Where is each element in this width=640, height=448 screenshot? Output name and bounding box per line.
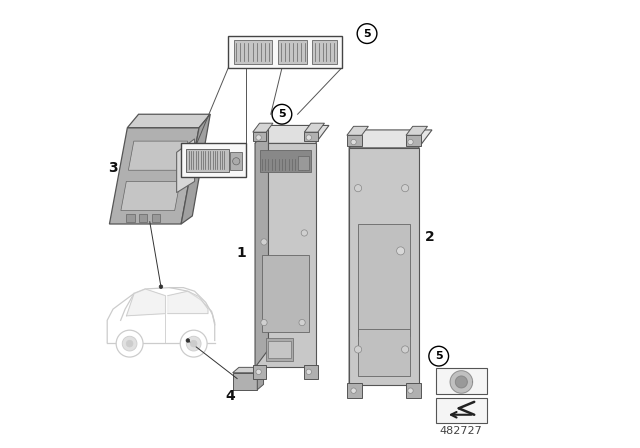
FancyBboxPatch shape (262, 255, 309, 332)
Polygon shape (255, 125, 269, 367)
Polygon shape (253, 365, 266, 379)
Polygon shape (450, 371, 472, 393)
FancyBboxPatch shape (358, 329, 410, 376)
FancyBboxPatch shape (358, 224, 410, 336)
Circle shape (355, 185, 362, 192)
Circle shape (126, 340, 133, 347)
Circle shape (397, 247, 404, 255)
FancyBboxPatch shape (436, 397, 487, 423)
Polygon shape (233, 373, 257, 390)
Text: 5: 5 (364, 29, 371, 39)
Circle shape (357, 24, 377, 43)
Polygon shape (257, 367, 264, 390)
Circle shape (301, 230, 307, 236)
Circle shape (256, 369, 261, 375)
Text: 1: 1 (237, 246, 246, 260)
Circle shape (122, 336, 137, 351)
Polygon shape (305, 123, 324, 132)
Text: 482727: 482727 (440, 426, 483, 436)
Circle shape (306, 135, 312, 140)
Polygon shape (253, 123, 273, 132)
Circle shape (351, 388, 356, 393)
Circle shape (272, 104, 292, 124)
FancyBboxPatch shape (230, 152, 241, 170)
Polygon shape (406, 383, 421, 398)
Polygon shape (255, 143, 316, 367)
FancyBboxPatch shape (186, 149, 229, 172)
Circle shape (180, 330, 207, 357)
Text: 2: 2 (425, 230, 435, 245)
Text: 5: 5 (435, 351, 442, 361)
Polygon shape (347, 126, 369, 135)
Circle shape (186, 339, 189, 342)
Polygon shape (305, 365, 317, 379)
Polygon shape (177, 139, 195, 193)
Polygon shape (127, 289, 165, 316)
FancyBboxPatch shape (260, 150, 311, 172)
Circle shape (355, 346, 362, 353)
Circle shape (401, 185, 409, 192)
Polygon shape (456, 376, 467, 388)
Polygon shape (349, 130, 432, 148)
Polygon shape (406, 126, 428, 135)
Circle shape (261, 319, 267, 326)
Polygon shape (347, 383, 362, 398)
Polygon shape (121, 181, 180, 211)
Text: 3: 3 (108, 161, 118, 175)
Polygon shape (347, 135, 362, 146)
Polygon shape (305, 132, 317, 141)
Polygon shape (109, 128, 199, 224)
FancyBboxPatch shape (228, 36, 342, 68)
FancyBboxPatch shape (278, 40, 307, 64)
FancyBboxPatch shape (152, 214, 159, 222)
Circle shape (408, 388, 413, 393)
Polygon shape (255, 125, 329, 143)
Circle shape (159, 285, 163, 289)
Circle shape (306, 369, 312, 375)
Circle shape (116, 330, 143, 357)
Polygon shape (129, 141, 188, 170)
Circle shape (186, 336, 201, 351)
Circle shape (299, 319, 305, 326)
FancyBboxPatch shape (269, 341, 291, 358)
FancyBboxPatch shape (436, 368, 487, 394)
Circle shape (256, 135, 261, 140)
Circle shape (233, 158, 240, 165)
Circle shape (261, 239, 267, 245)
Polygon shape (168, 291, 208, 314)
Polygon shape (406, 135, 421, 146)
Text: 5: 5 (278, 109, 285, 119)
Polygon shape (127, 114, 210, 128)
FancyBboxPatch shape (181, 143, 246, 177)
FancyBboxPatch shape (234, 40, 271, 64)
Circle shape (429, 346, 449, 366)
Polygon shape (349, 148, 419, 385)
Polygon shape (349, 130, 362, 385)
Circle shape (351, 139, 356, 145)
Circle shape (408, 139, 413, 145)
FancyBboxPatch shape (266, 338, 293, 361)
FancyBboxPatch shape (312, 40, 337, 64)
Polygon shape (253, 132, 266, 141)
FancyBboxPatch shape (298, 156, 309, 170)
Polygon shape (181, 114, 210, 224)
Circle shape (190, 340, 197, 347)
Circle shape (401, 346, 409, 353)
FancyBboxPatch shape (127, 214, 134, 222)
Polygon shape (233, 367, 264, 373)
FancyBboxPatch shape (139, 214, 147, 222)
Text: 4: 4 (225, 389, 236, 404)
